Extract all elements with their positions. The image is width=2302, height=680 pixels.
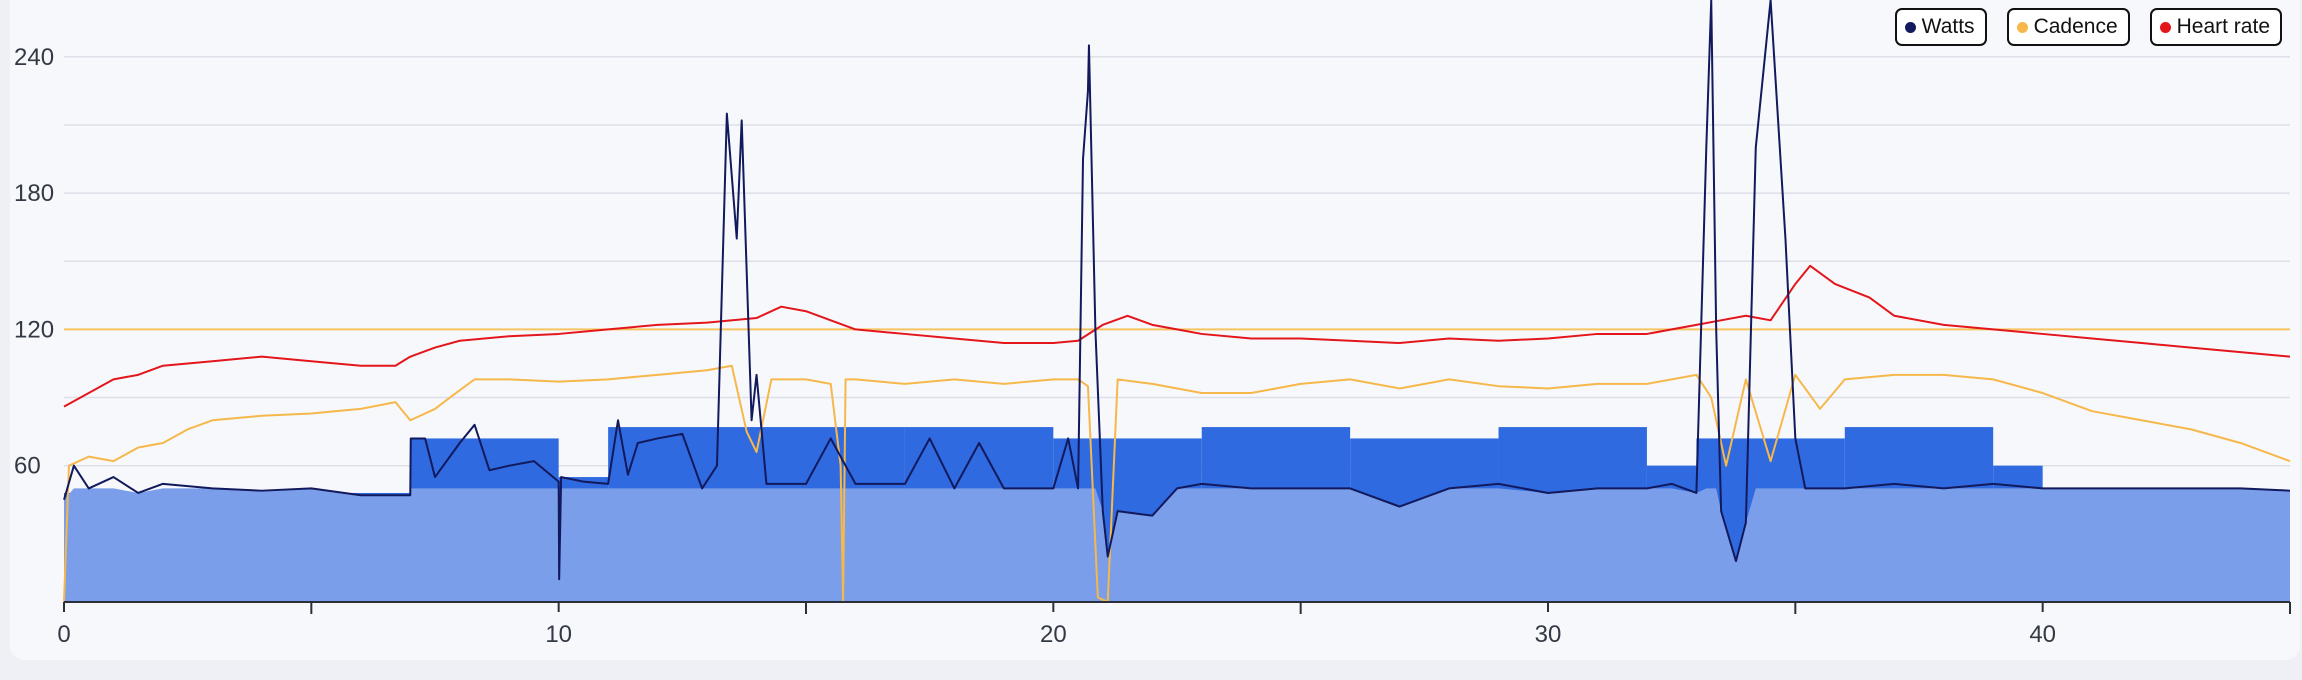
x-tick-label: 0 <box>57 621 70 648</box>
y-tick-label: 240 <box>14 44 54 71</box>
heart-rate-legend-dot <box>2159 21 2171 33</box>
x-tick-label: 20 <box>1040 621 1067 648</box>
x-tick-label: 40 <box>2029 621 2056 648</box>
legend-item-watts[interactable]: Watts <box>1894 8 1987 46</box>
legend-item-cadence[interactable]: Cadence <box>2006 8 2130 46</box>
chart-legend: Watts Cadence Heart rate <box>1894 8 2282 46</box>
y-tick-label: 120 <box>14 316 54 343</box>
x-tick-label: 10 <box>545 621 572 648</box>
series-layer <box>63 0 2291 603</box>
x-tick-label: 30 <box>1535 621 1562 648</box>
legend-item-heart-rate[interactable]: Heart rate <box>2149 8 2282 46</box>
series-line-watts <box>63 0 2291 581</box>
base-area <box>64 488 2290 602</box>
legend-label-cadence: Cadence <box>2033 15 2118 38</box>
cadence-legend-dot <box>2016 21 2028 33</box>
y-tick-label: 60 <box>14 453 41 480</box>
legend-label-watts: Watts <box>1921 15 1975 38</box>
series-line-cadence <box>63 364 2291 603</box>
watts-area <box>64 488 2290 602</box>
series-line-heart-rate <box>63 264 2291 408</box>
watts-legend-dot <box>1904 21 1916 33</box>
y-tick-label: 180 <box>14 180 54 207</box>
axis-layer: 0 10 20 30 40 60 120 180 240 <box>14 44 2291 648</box>
legend-label-heart-rate: Heart rate <box>2176 15 2270 38</box>
